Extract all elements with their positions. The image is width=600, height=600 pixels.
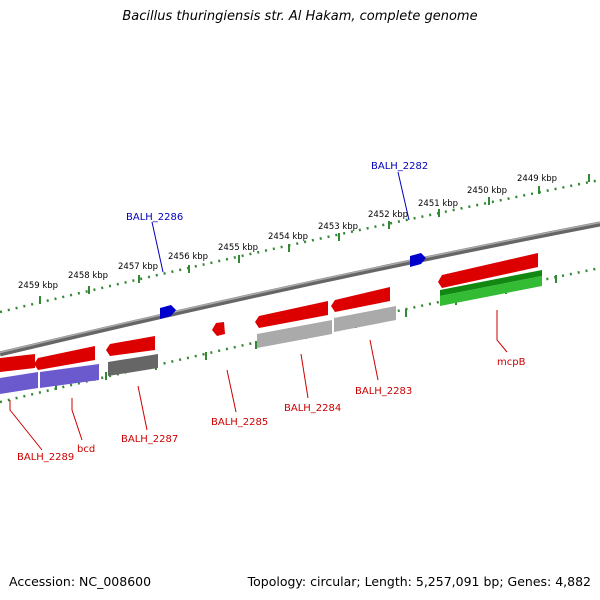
gene-arrow — [0, 354, 35, 372]
gene-label: BALH_2285 — [211, 417, 268, 428]
kbp-label: 2453 kbp — [318, 222, 358, 232]
kbp-label: 2451 kbp — [418, 199, 458, 209]
gene-label: BALH_2282 — [371, 161, 428, 172]
kbp-label: 2450 kbp — [467, 186, 507, 196]
genome-backbone — [0, 221, 600, 357]
gene-arrow — [212, 322, 225, 336]
gene-arrow — [410, 253, 426, 267]
gene-label: mcpB — [497, 357, 526, 368]
leader-lines — [9, 310, 508, 451]
gene-label: BALH_2287 — [121, 434, 178, 445]
gene-arrow — [255, 301, 328, 328]
kbp-label: 2459 kbp — [18, 281, 58, 291]
gene-label: BALH_2286 — [126, 212, 183, 223]
gene-arrow — [106, 336, 155, 356]
gene-arrow — [160, 305, 176, 319]
forward-genes — [160, 253, 426, 319]
gene-arrow — [34, 346, 95, 370]
gene-label: BALH_2284 — [284, 403, 341, 414]
kbp-label: 2449 kbp — [517, 174, 557, 184]
kbp-label: 2455 kbp — [218, 243, 258, 253]
kbp-label: 2457 kbp — [118, 262, 158, 272]
kbp-label: 2452 kbp — [368, 210, 408, 220]
gene-label: bcd — [77, 444, 95, 455]
kbp-label: 2458 kbp — [68, 271, 108, 281]
feature-bars — [0, 270, 542, 394]
gene-arrow — [438, 253, 538, 288]
scale-labels: 2459 kbp 2458 kbp 2457 kbp 2456 kbp 2455… — [18, 174, 557, 291]
map-title: Bacillus thuringiensis str. Al Hakam, co… — [122, 9, 478, 24]
gene-label: BALH_2289 — [17, 452, 74, 463]
kbp-label: 2454 kbp — [268, 232, 308, 242]
reverse-genes — [0, 253, 538, 372]
kbp-label: 2456 kbp — [168, 252, 208, 262]
accession-label: Accession: NC_008600 — [9, 574, 152, 589]
gene-label: BALH_2283 — [355, 386, 412, 397]
gene-arrow — [331, 287, 390, 312]
forward-scale-arc — [0, 178, 600, 314]
genome-stats: Topology: circular; Length: 5,257,091 bp… — [247, 574, 591, 589]
